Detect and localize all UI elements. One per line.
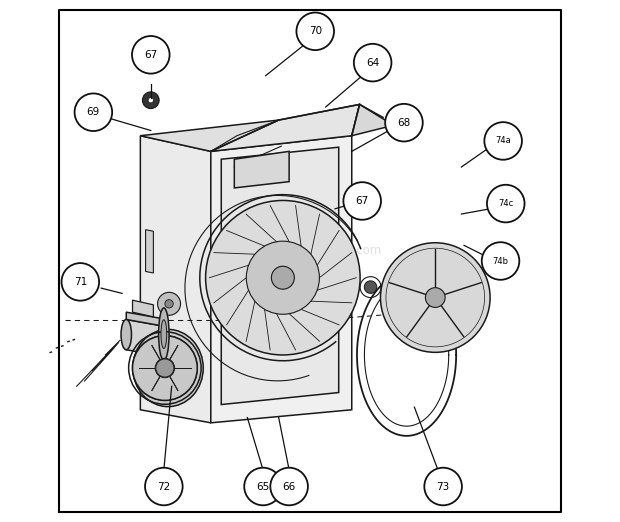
Text: 66: 66 [283, 481, 296, 492]
Circle shape [296, 13, 334, 50]
Circle shape [143, 92, 159, 109]
Text: 65: 65 [257, 481, 270, 492]
Text: 64: 64 [366, 57, 379, 68]
Polygon shape [140, 120, 352, 151]
Polygon shape [126, 319, 161, 356]
Polygon shape [126, 312, 161, 326]
Text: 71: 71 [74, 277, 87, 287]
Circle shape [244, 468, 282, 505]
Circle shape [61, 263, 99, 301]
Circle shape [74, 93, 112, 131]
Text: 73: 73 [436, 481, 450, 492]
Circle shape [484, 122, 522, 160]
Text: 70: 70 [309, 26, 322, 37]
Polygon shape [133, 300, 153, 317]
Circle shape [482, 242, 520, 280]
Circle shape [354, 44, 391, 81]
Circle shape [487, 185, 525, 222]
Text: 72: 72 [157, 481, 170, 492]
Ellipse shape [161, 319, 167, 349]
Ellipse shape [159, 308, 169, 360]
Ellipse shape [133, 329, 203, 407]
Circle shape [206, 200, 360, 355]
Circle shape [270, 468, 308, 505]
Polygon shape [140, 136, 211, 423]
Circle shape [424, 468, 462, 505]
Circle shape [148, 98, 153, 103]
Circle shape [425, 288, 445, 307]
Circle shape [132, 36, 170, 74]
Circle shape [156, 359, 174, 377]
Polygon shape [211, 104, 360, 151]
Text: 74b: 74b [492, 256, 508, 266]
Circle shape [381, 243, 490, 352]
Circle shape [343, 182, 381, 220]
Circle shape [272, 266, 294, 289]
Ellipse shape [121, 319, 131, 350]
Text: 68: 68 [397, 117, 410, 128]
Text: 74a: 74a [495, 136, 511, 146]
Polygon shape [211, 136, 352, 423]
Text: 67: 67 [144, 50, 157, 60]
Circle shape [133, 336, 197, 400]
Polygon shape [146, 230, 153, 273]
Circle shape [385, 104, 423, 141]
Circle shape [165, 300, 173, 308]
Circle shape [246, 241, 319, 314]
Circle shape [145, 468, 183, 505]
Circle shape [157, 292, 180, 315]
Polygon shape [234, 151, 289, 188]
Text: 69: 69 [87, 107, 100, 117]
Text: 74c: 74c [498, 199, 513, 208]
Circle shape [365, 281, 377, 293]
Text: eReplacementParts.com: eReplacementParts.com [238, 244, 382, 257]
Circle shape [155, 358, 175, 378]
Polygon shape [221, 147, 339, 405]
Polygon shape [352, 104, 394, 136]
Text: 67: 67 [356, 196, 369, 206]
Circle shape [133, 336, 197, 400]
